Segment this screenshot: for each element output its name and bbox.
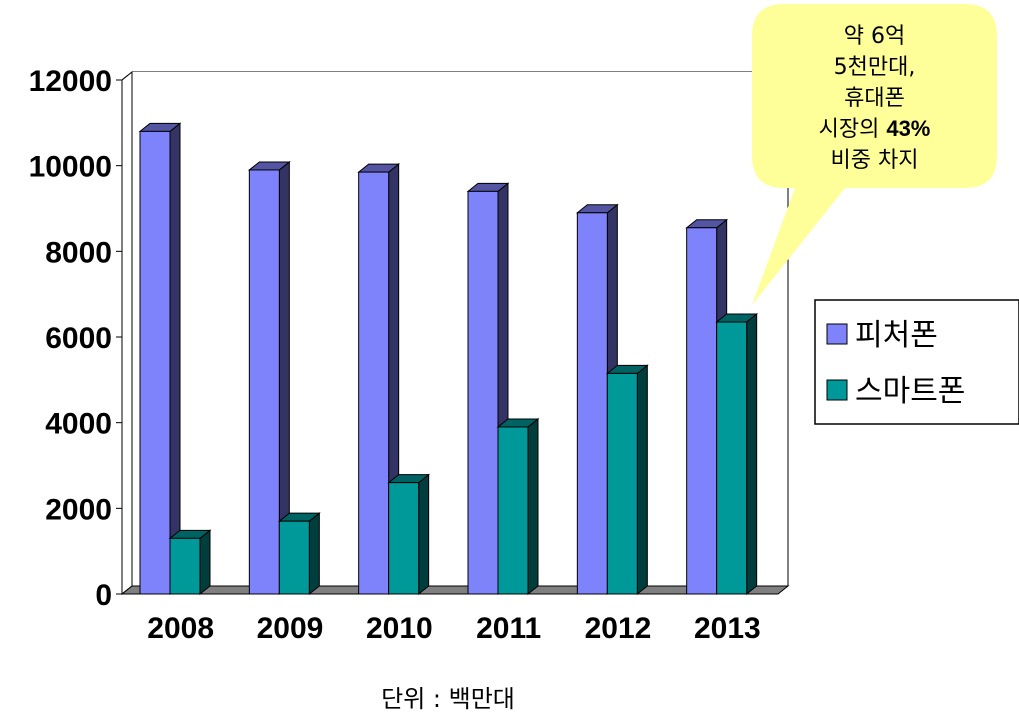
y-tick-label: 0 [95, 579, 112, 612]
ticks-layer: 0 2000 4000 6000 8000 10000 12000 2008 2009 2010 2… [29, 65, 761, 645]
x-tick-label: 2010 [366, 612, 433, 645]
y-tick-label: 10000 [29, 151, 112, 184]
bar-side [636, 364, 648, 596]
side-wall [121, 70, 133, 596]
bar-front [358, 171, 390, 595]
legend-label: 스마트폰 [855, 374, 965, 409]
legend-label: 피처폰 [855, 318, 938, 353]
bars-layer [138, 122, 759, 596]
bar-front [169, 537, 201, 595]
callout-line: 약 6억 [844, 24, 905, 49]
callout-line: 시장의 43% [819, 116, 931, 142]
legend-swatch [826, 379, 848, 401]
bar [138, 122, 182, 596]
bar-front [497, 426, 529, 595]
bar [575, 203, 619, 596]
y-tick-label: 8000 [45, 236, 112, 269]
bar [247, 160, 291, 596]
x-tick-label: 2009 [257, 612, 324, 645]
callout-line: 5천만대, [834, 55, 916, 80]
bar-side [308, 512, 320, 596]
bar [605, 364, 649, 596]
bar [277, 512, 321, 596]
bar [715, 312, 759, 596]
bar-side [746, 312, 758, 596]
bar-front [576, 212, 608, 595]
x-tick-label: 2008 [147, 612, 214, 645]
bar-side [527, 417, 539, 596]
bar-side [199, 529, 211, 596]
bar-front [139, 130, 171, 595]
bar-front [278, 520, 310, 595]
y-tick-label: 12000 [29, 65, 112, 98]
bar-front [686, 227, 718, 595]
callout-line: 비중 차지 [831, 148, 919, 173]
x-tick-label: 2012 [585, 612, 652, 645]
callout-bubble [752, 4, 997, 305]
bar [496, 417, 540, 596]
bar-side [169, 122, 181, 596]
bar [168, 529, 212, 596]
x-tick-label: 2011 [476, 612, 541, 645]
legend-swatch [826, 323, 848, 345]
bar-front [248, 169, 280, 595]
x-tick-label: 2013 [694, 612, 761, 645]
bar-front [467, 190, 499, 595]
bar-side [418, 473, 430, 596]
unit-note: 단위 : 백만대 [381, 685, 515, 713]
y-tick-label: 2000 [45, 493, 112, 526]
y-tick-label: 6000 [45, 322, 112, 355]
bar-front [388, 482, 420, 595]
bar [466, 182, 510, 596]
bar [387, 473, 431, 596]
bar-front [716, 321, 748, 595]
bar-front [606, 372, 638, 595]
y-tick-label: 4000 [45, 408, 112, 441]
legend-box [814, 299, 1019, 425]
callout-line: 휴대폰 [844, 86, 905, 111]
